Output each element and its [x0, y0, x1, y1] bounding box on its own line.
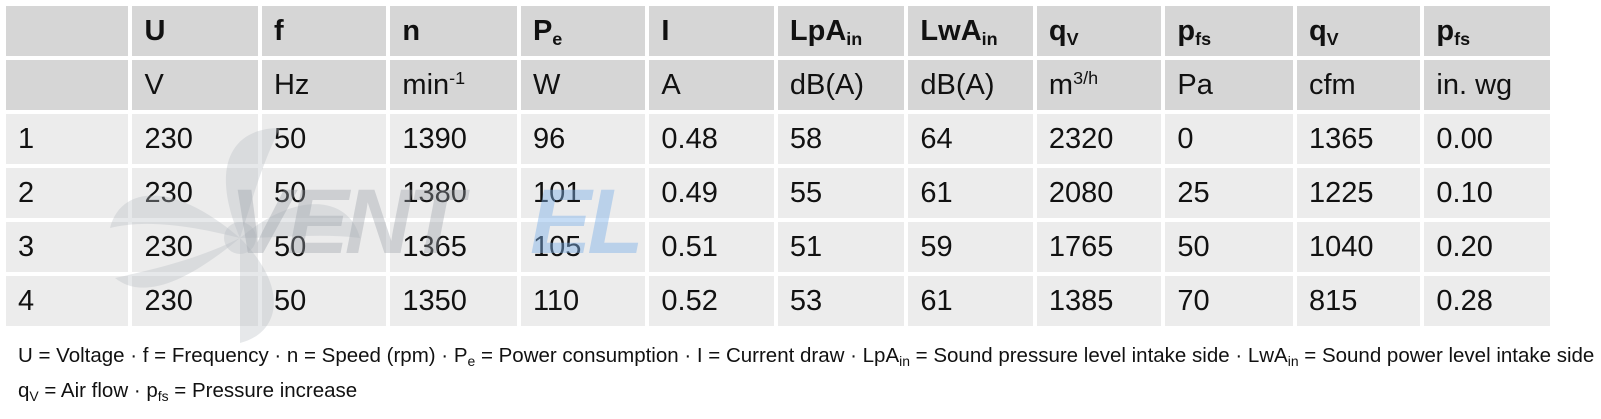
table-cell: 61: [908, 168, 1037, 222]
table-cell: pfs: [1424, 6, 1554, 60]
table-cell: 101: [520, 168, 650, 222]
table-cell: 1350: [390, 276, 521, 330]
table-cell: m3/h: [1036, 60, 1166, 114]
table-cell: 1365: [390, 222, 521, 276]
table-cell: 1380: [390, 168, 521, 222]
table-cell: 50: [261, 114, 391, 168]
table-cell: 0.00: [1424, 114, 1554, 168]
table-cell: LpAin: [777, 6, 909, 60]
table-row: 3 230 50 1365 105 0.51 51 59 1765 50 1040 0.20: [6, 222, 1554, 276]
table-cell: W: [520, 60, 650, 114]
table-row: 2 230 50 1380 101 0.49 55 61 2080 25 1225 0.10: [6, 168, 1554, 222]
legend-line-2: qV = Air flow · pfs = Pressure increase: [18, 379, 358, 404]
table-cell: [6, 60, 133, 114]
table-cell: dB(A): [908, 60, 1037, 114]
legend: U = Voltage · f = Frequency · n = Speed …: [18, 341, 1594, 411]
table-cell: 1: [6, 114, 133, 168]
table-cell: 53: [777, 276, 909, 330]
table-cell: Hz: [261, 60, 391, 114]
table-cell: I: [649, 6, 778, 60]
table-cell: 58: [777, 114, 909, 168]
table-cell: A: [649, 60, 778, 114]
table-cell: 96: [520, 114, 650, 168]
table-cell: 230: [132, 114, 262, 168]
table-cell: 1390: [390, 114, 521, 168]
table-cell: 2320: [1036, 114, 1166, 168]
table-cell: qV: [1036, 6, 1166, 60]
table-cell: 815: [1296, 276, 1425, 330]
table-cell: 0.51: [649, 222, 778, 276]
table-cell: 1385: [1036, 276, 1166, 330]
table-cell: Pe: [520, 6, 650, 60]
table-cell: 61: [908, 276, 1037, 330]
table-cell: dB(A): [777, 60, 909, 114]
table-cell: 0.52: [649, 276, 778, 330]
table-cell: in. wg: [1424, 60, 1554, 114]
table-cell: 0: [1165, 114, 1297, 168]
table-cell: 51: [777, 222, 909, 276]
table-row: 1 230 50 1390 96 0.48 58 64 2320 0 1365 0.00: [6, 114, 1554, 168]
table-cell: [6, 6, 133, 60]
table-cell: 1765: [1036, 222, 1166, 276]
table-cell: LwAin: [908, 6, 1037, 60]
table-cell: 3: [6, 222, 133, 276]
table-cell: 50: [261, 276, 391, 330]
table-cell: 0.48: [649, 114, 778, 168]
table-cell: Pa: [1165, 60, 1297, 114]
table-cell: min-1: [390, 60, 521, 114]
table-cell: V: [132, 60, 262, 114]
table-cell: pfs: [1165, 6, 1297, 60]
table-cell: 50: [1165, 222, 1297, 276]
table-cell: 0.20: [1424, 222, 1554, 276]
table-cell: 105: [520, 222, 650, 276]
table-cell: 0.49: [649, 168, 778, 222]
table-cell: 0.28: [1424, 276, 1554, 330]
table-cell: 4: [6, 276, 133, 330]
table-cell: 1040: [1296, 222, 1425, 276]
table-cell: 59: [908, 222, 1037, 276]
table-cell: 1365: [1296, 114, 1425, 168]
table-cell: 64: [908, 114, 1037, 168]
table-row: 4 230 50 1350 110 0.52 53 61 1385 70 815 0.28: [6, 276, 1554, 330]
table-cell: 1225: [1296, 168, 1425, 222]
table-cell: 55: [777, 168, 909, 222]
table-cell: 110: [520, 276, 650, 330]
table-cell: 2080: [1036, 168, 1166, 222]
table-cell: U: [132, 6, 262, 60]
table-cell: 25: [1165, 168, 1297, 222]
table-cell: 230: [132, 222, 262, 276]
legend-line-1: U = Voltage · f = Frequency · n = Speed …: [18, 344, 1595, 369]
table-cell: 70: [1165, 276, 1297, 330]
table-cell: 50: [261, 222, 391, 276]
table-cell: 2: [6, 168, 133, 222]
table-cell: 0.10: [1424, 168, 1554, 222]
table-cell: 50: [261, 168, 391, 222]
table-cell: f: [261, 6, 391, 60]
table-cell: 230: [132, 168, 262, 222]
table-cell: cfm: [1296, 60, 1425, 114]
table-cell: n: [390, 6, 521, 60]
table-cell: qV: [1296, 6, 1425, 60]
table-cell: 230: [132, 276, 262, 330]
